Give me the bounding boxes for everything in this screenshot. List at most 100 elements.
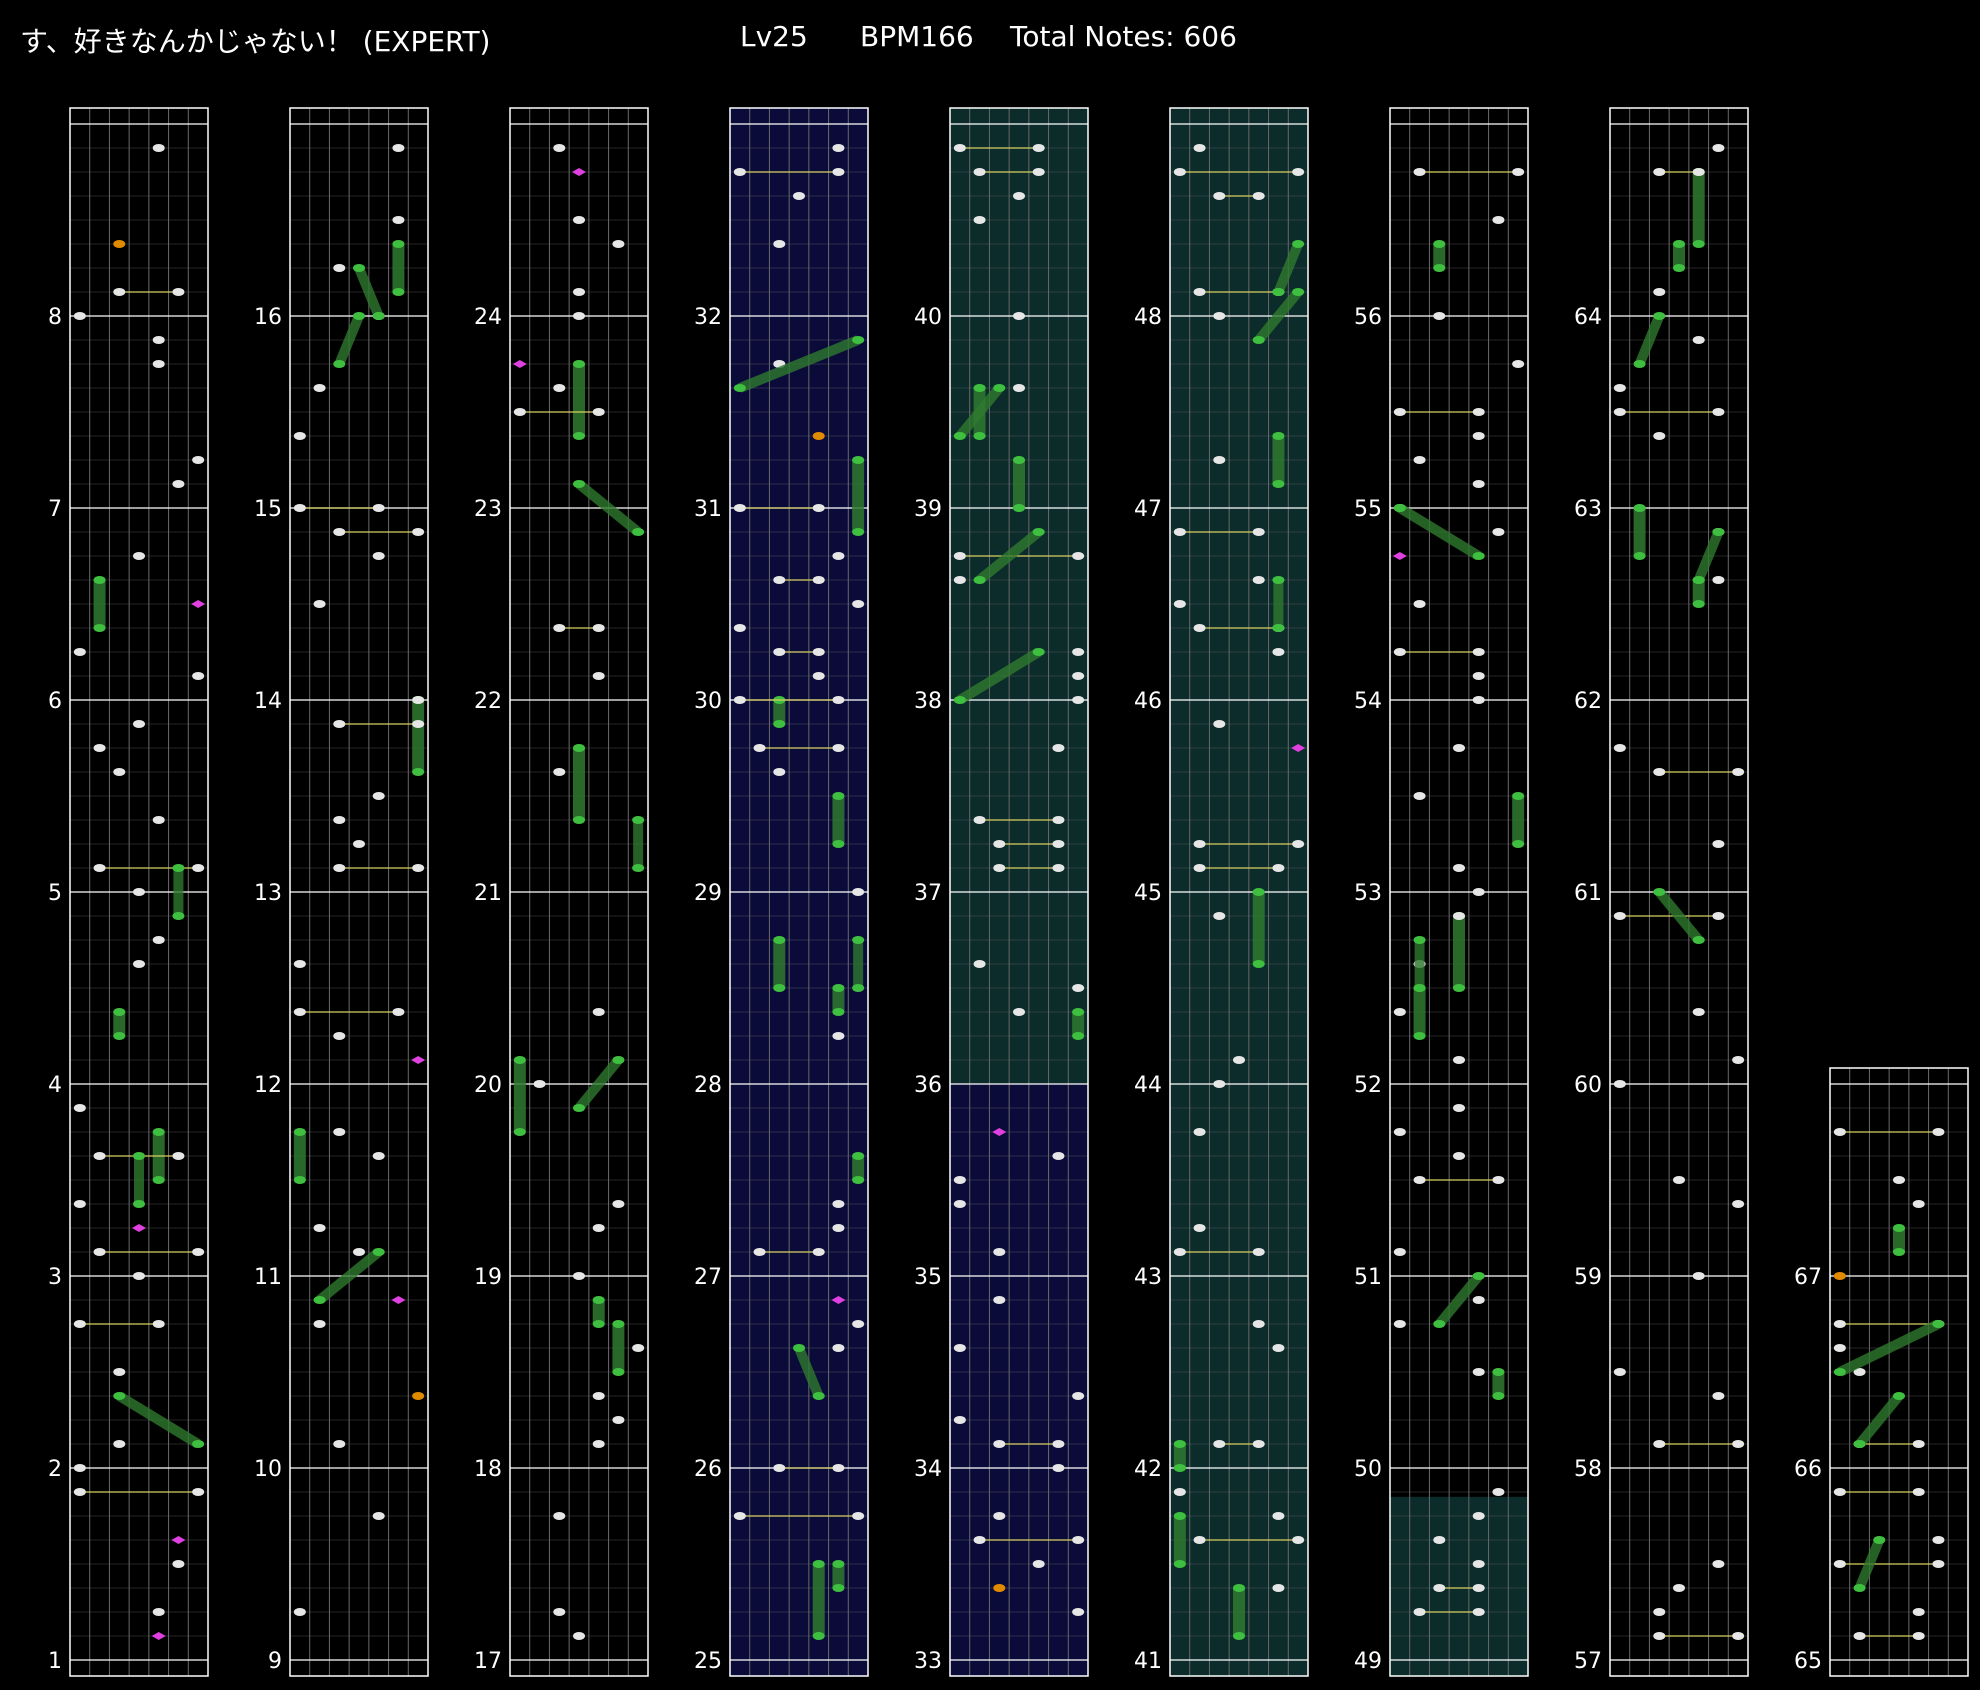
measure-number: 17 bbox=[474, 1649, 502, 1674]
hold-start-note bbox=[1173, 1464, 1186, 1472]
tap-note bbox=[1932, 1560, 1945, 1568]
slide-path bbox=[575, 480, 642, 536]
slide-start-note bbox=[953, 432, 966, 440]
measure-number: 7 bbox=[48, 497, 62, 522]
tap-note bbox=[1393, 648, 1406, 656]
slide-start-note bbox=[333, 360, 346, 368]
tap-note bbox=[1052, 840, 1065, 848]
measure-number: 18 bbox=[474, 1457, 502, 1482]
flick-note bbox=[411, 1056, 426, 1064]
tap-note bbox=[1252, 1440, 1265, 1448]
hold-start-note bbox=[1512, 840, 1525, 848]
tap-note bbox=[392, 1008, 405, 1016]
tap-note bbox=[1052, 1152, 1065, 1160]
slide-start-note bbox=[1633, 360, 1646, 368]
tap-note bbox=[1613, 912, 1626, 920]
measure-number: 59 bbox=[1574, 1265, 1602, 1290]
tap-note bbox=[133, 1272, 145, 1280]
tap-note bbox=[553, 384, 566, 392]
hold-end-note bbox=[1673, 240, 1685, 248]
slide-path bbox=[1397, 503, 1482, 561]
hold-start-note bbox=[852, 528, 865, 536]
tap-note bbox=[1732, 1440, 1745, 1448]
tap-note bbox=[573, 1632, 585, 1640]
tap-note bbox=[333, 816, 346, 824]
slide-start-note bbox=[1692, 576, 1705, 584]
flick-note bbox=[572, 168, 586, 176]
slide-end-note bbox=[372, 1248, 385, 1256]
measure-number: 55 bbox=[1354, 497, 1382, 522]
measure-number: 66 bbox=[1794, 1457, 1822, 1482]
tap-note bbox=[1072, 1392, 1085, 1400]
tap-note bbox=[172, 1152, 185, 1160]
hold-body bbox=[573, 748, 585, 820]
measure-number: 36 bbox=[914, 1073, 942, 1098]
column-border bbox=[69, 107, 209, 1677]
tap-note bbox=[372, 552, 385, 560]
tap-note bbox=[1433, 1584, 1446, 1592]
tap-note bbox=[993, 1248, 1006, 1256]
hold-start-note bbox=[1673, 264, 1685, 272]
tap-note bbox=[1213, 1080, 1226, 1088]
section-bg bbox=[1390, 1496, 1528, 1676]
tap-note bbox=[1653, 432, 1666, 440]
tap-note bbox=[1712, 840, 1725, 848]
slide-start-note bbox=[573, 1104, 585, 1112]
slide-end-note bbox=[1413, 936, 1426, 944]
hold-end-note bbox=[392, 240, 405, 248]
tap-note bbox=[953, 1416, 966, 1424]
hold-end-note bbox=[1233, 1584, 1245, 1592]
tap-note bbox=[333, 864, 346, 872]
tap-note bbox=[172, 1560, 185, 1568]
tap-note bbox=[1393, 1128, 1406, 1136]
tap-note bbox=[1213, 720, 1226, 728]
tap-note bbox=[1013, 312, 1025, 320]
hold-start-note bbox=[1252, 960, 1265, 968]
tap-note bbox=[1673, 1176, 1685, 1184]
tap-note bbox=[293, 960, 306, 968]
slide-start-note bbox=[1413, 984, 1426, 992]
tap-note bbox=[412, 864, 425, 872]
slide-path bbox=[334, 314, 364, 366]
tap-note bbox=[733, 624, 746, 632]
tap-note bbox=[392, 216, 405, 224]
tap-note bbox=[1453, 1056, 1465, 1064]
slide-start-note bbox=[1272, 624, 1285, 632]
tap-note bbox=[1653, 1440, 1666, 1448]
measure-number: 31 bbox=[694, 497, 722, 522]
tap-note bbox=[1653, 1632, 1666, 1640]
hold-end-note bbox=[573, 360, 585, 368]
tap-note bbox=[1653, 1608, 1666, 1616]
tap-note bbox=[993, 1440, 1006, 1448]
hold-start-note bbox=[1692, 240, 1705, 248]
column-border bbox=[1169, 107, 1309, 1677]
tap-note bbox=[1393, 1248, 1406, 1256]
tap-note bbox=[152, 336, 165, 344]
hold-body bbox=[1512, 796, 1525, 844]
hold-body bbox=[1692, 580, 1705, 604]
tap-note bbox=[632, 1344, 645, 1352]
tap-note bbox=[293, 1008, 306, 1016]
tap-note bbox=[152, 1320, 165, 1328]
hold-start-note bbox=[832, 1584, 845, 1592]
hold-start-note bbox=[1692, 600, 1705, 608]
tap-note bbox=[733, 504, 746, 512]
lane-column-4: 25 26 27 28 29 30 31 32 bbox=[694, 107, 869, 1677]
tap-note bbox=[1072, 1536, 1085, 1544]
hold-end-note bbox=[1272, 432, 1285, 440]
slide-path bbox=[1435, 1272, 1483, 1328]
hold-end-note bbox=[113, 1008, 126, 1016]
tap-note bbox=[592, 1008, 605, 1016]
tap-note bbox=[1433, 1536, 1446, 1544]
hold-end-note bbox=[852, 1152, 865, 1160]
tap-note bbox=[993, 864, 1006, 872]
hold-body bbox=[1692, 172, 1705, 244]
tap-note bbox=[1472, 648, 1485, 656]
tap-note bbox=[1252, 528, 1265, 536]
tap-note bbox=[1272, 1584, 1285, 1592]
tap-note bbox=[973, 1536, 986, 1544]
tap-note bbox=[1213, 312, 1226, 320]
measure-number: 13 bbox=[254, 881, 282, 906]
tap-note bbox=[1472, 480, 1485, 488]
tap-note bbox=[832, 744, 845, 752]
